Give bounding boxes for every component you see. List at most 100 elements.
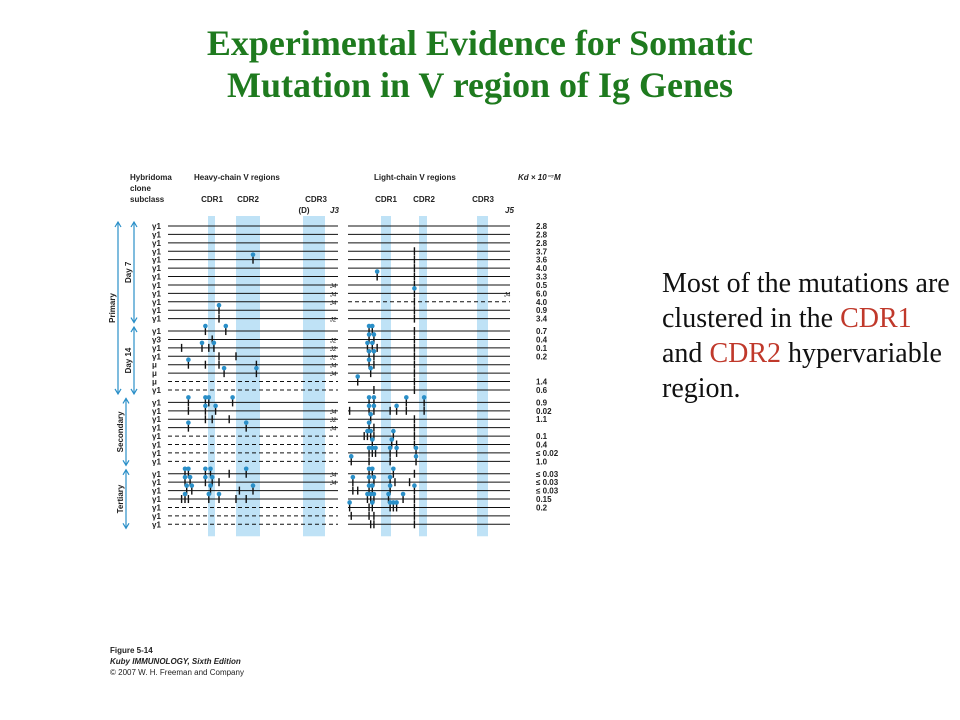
light-mutation-marker bbox=[366, 403, 372, 409]
row-subclass: γ1 bbox=[152, 415, 161, 424]
side-text-and: and bbox=[662, 338, 710, 369]
heavy-mutation-marker bbox=[187, 474, 193, 480]
light-mutation-marker bbox=[371, 349, 377, 354]
row-kd-value: 0.4 bbox=[536, 441, 548, 450]
heavy-j-label: J4 bbox=[329, 410, 337, 416]
hybridoma-row: γ1 J4 4.0 bbox=[152, 297, 548, 307]
hybridoma-row: μ 1.4 bbox=[152, 374, 548, 387]
heavy-j-label: J4 bbox=[329, 364, 337, 370]
heavy-mutation-marker bbox=[230, 395, 235, 400]
heavy-mutation-marker bbox=[216, 302, 222, 308]
row-subclass: γ1 bbox=[152, 264, 161, 273]
row-subclass: γ1 bbox=[152, 352, 161, 361]
heavy-mutation-marker bbox=[186, 395, 191, 400]
heavy-j-label: J2 bbox=[329, 347, 337, 353]
row-kd-value: 6.0 bbox=[536, 289, 548, 298]
light-mutation-marker bbox=[394, 403, 399, 409]
light-mutation-marker bbox=[366, 474, 372, 480]
light-mutation-marker bbox=[371, 395, 377, 400]
row-subclass: γ1 bbox=[152, 281, 161, 290]
group-secondary-arrow-down bbox=[122, 460, 130, 467]
hybridoma-row: μ J4 bbox=[152, 365, 510, 378]
heavy-mutation-marker bbox=[250, 252, 256, 257]
row-kd-value: 3.6 bbox=[536, 256, 548, 265]
heavy-j-label: J2 bbox=[329, 338, 337, 344]
row-kd-value: ≤ 0.03 bbox=[536, 470, 559, 479]
heavy-mutation-marker bbox=[203, 474, 208, 480]
heavy-mutation-marker bbox=[189, 483, 195, 488]
hybridoma-row: γ1 3.6 bbox=[152, 252, 548, 265]
light-mutation-marker bbox=[370, 466, 375, 472]
light-mutation-marker bbox=[370, 340, 375, 346]
light-mutation-marker bbox=[394, 500, 399, 505]
heavy-mutation-marker bbox=[250, 483, 256, 488]
light-mutation-marker bbox=[373, 445, 378, 451]
light-mutation-marker bbox=[366, 357, 372, 363]
light-mutation-marker bbox=[391, 428, 396, 434]
heavy-mutation-marker bbox=[203, 466, 208, 472]
heavy-mutation-marker bbox=[221, 365, 227, 371]
light-mutation-marker bbox=[412, 286, 417, 291]
light-mutation-marker bbox=[371, 474, 377, 480]
light-mutation-marker bbox=[366, 323, 372, 329]
heavy-j-label: J4 bbox=[329, 427, 337, 433]
side-text-part1: Most of the mutations are clustered in t… bbox=[662, 268, 950, 334]
group-day14-arrow-down bbox=[130, 388, 138, 396]
row-kd-value: ≤ 0.03 bbox=[536, 478, 559, 487]
row-subclass: γ1 bbox=[152, 386, 161, 395]
row-subclass: γ1 bbox=[152, 327, 161, 336]
header-subclass: subclass bbox=[130, 195, 165, 204]
light-mutation-marker bbox=[366, 445, 372, 451]
light-mutation-marker bbox=[366, 466, 372, 472]
side-text-part2: hypervariable region. bbox=[662, 338, 942, 404]
row-subclass: γ1 bbox=[152, 441, 161, 450]
light-mutation-marker bbox=[386, 491, 391, 497]
heavy-mutation-marker bbox=[203, 395, 208, 400]
hybridoma-row: γ3 J2 0.4 bbox=[152, 332, 548, 344]
row-kd-value: 4.0 bbox=[536, 298, 548, 307]
light-mutation-marker bbox=[365, 428, 370, 434]
row-kd-value: 3.4 bbox=[536, 315, 548, 324]
heavy-mutation-marker bbox=[213, 403, 218, 409]
row-subclass: μ bbox=[152, 361, 157, 370]
light-mutation-marker bbox=[374, 269, 380, 274]
group-day14-label: Day 14 bbox=[124, 347, 133, 373]
light-mutation-marker bbox=[366, 483, 372, 488]
group-tertiary-arrow-down bbox=[122, 522, 130, 530]
row-subclass: γ1 bbox=[152, 298, 161, 307]
light-mutation-marker bbox=[413, 454, 419, 459]
row-subclass: γ1 bbox=[152, 273, 161, 282]
row-kd-value: 0.5 bbox=[536, 281, 548, 290]
hybridoma-row: μ J4 bbox=[152, 357, 510, 370]
light-mutation-marker bbox=[391, 500, 396, 505]
light-mutation-marker bbox=[365, 491, 370, 497]
row-subclass: γ1 bbox=[152, 398, 161, 407]
hybridoma-row: γ1 4.0 bbox=[152, 264, 548, 273]
light-mutation-marker bbox=[368, 365, 373, 371]
caption-figure-number: Figure 5-14 bbox=[110, 646, 153, 655]
row-kd-value: 0.2 bbox=[536, 503, 548, 512]
light-mutation-marker bbox=[348, 454, 354, 459]
row-subclass: γ1 bbox=[152, 487, 161, 496]
mutation-figure: Hybridoma clone subclass Heavy-chain V r… bbox=[108, 173, 561, 537]
light-mutation-marker bbox=[387, 483, 393, 488]
row-subclass: γ1 bbox=[152, 344, 161, 353]
header-l-cdr2: CDR2 bbox=[413, 195, 435, 204]
light-mutation-marker bbox=[413, 445, 419, 451]
row-kd-value: 0.1 bbox=[536, 344, 548, 353]
row-kd-value: 2.8 bbox=[536, 230, 548, 239]
slide-title-line1: Experimental Evidence for Somatic bbox=[206, 23, 754, 63]
light-mutation-marker bbox=[421, 395, 427, 400]
hybridoma-row: γ1 0.7 bbox=[152, 323, 548, 336]
heavy-mutation-marker bbox=[216, 491, 222, 497]
side-text-cdr1: CDR1 bbox=[840, 303, 912, 334]
light-mutation-marker bbox=[347, 500, 352, 505]
heavy-mutation-marker bbox=[182, 491, 188, 497]
light-mutation-marker bbox=[366, 420, 372, 425]
light-mutation-marker bbox=[366, 332, 372, 337]
header-l-cdr3: CDR3 bbox=[472, 195, 494, 204]
row-kd-value: 0.7 bbox=[536, 327, 548, 336]
heavy-mutation-marker bbox=[186, 466, 191, 472]
header-heavy-chain: Heavy-chain V regions bbox=[194, 173, 280, 182]
row-kd-value: 4.0 bbox=[536, 264, 548, 273]
